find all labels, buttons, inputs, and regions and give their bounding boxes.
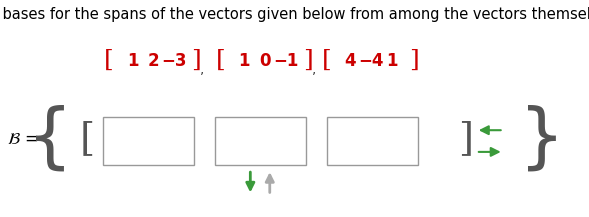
Text: 1: 1	[386, 52, 398, 70]
Text: ]: ]	[409, 49, 419, 72]
Text: 0: 0	[259, 52, 271, 70]
Text: [: [	[104, 49, 114, 72]
Text: −3: −3	[161, 52, 187, 70]
Text: Find bases for the spans of the vectors given below from among the vectors thems: Find bases for the spans of the vectors …	[0, 7, 589, 21]
Text: 4: 4	[345, 52, 356, 70]
Text: ]: ]	[458, 120, 473, 157]
Text: 1: 1	[127, 52, 138, 70]
Text: ]: ]	[303, 49, 313, 72]
Text: ,: ,	[312, 62, 316, 76]
Text: [: [	[216, 49, 226, 72]
Text: 2: 2	[147, 52, 159, 70]
Text: 1: 1	[239, 52, 250, 70]
Text: −1: −1	[273, 52, 299, 70]
Text: $\mathcal{B}$ =: $\mathcal{B}$ =	[7, 130, 38, 148]
Text: [: [	[322, 49, 332, 72]
Text: ,: ,	[200, 62, 204, 76]
Text: ]: ]	[191, 49, 201, 72]
Text: [: [	[80, 120, 95, 157]
Text: {: {	[27, 104, 73, 173]
Text: −4: −4	[358, 52, 384, 70]
Text: }: }	[519, 104, 565, 173]
